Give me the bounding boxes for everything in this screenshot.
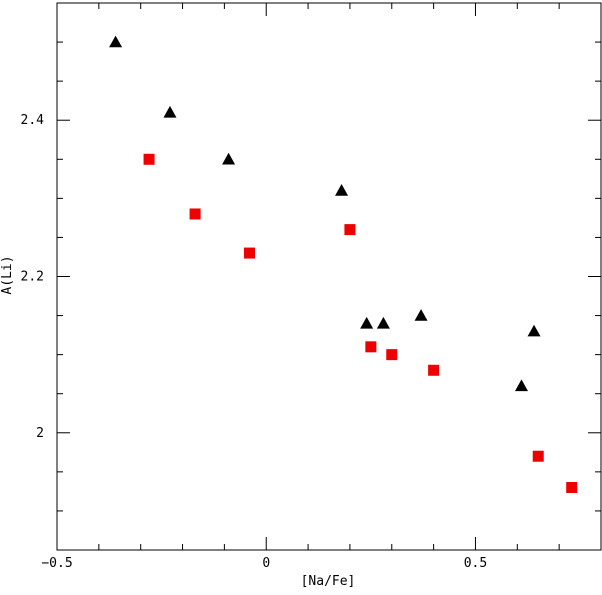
square-point [566,481,578,493]
triangle-point [376,316,390,329]
y-axis-label: A(Li) [0,255,15,294]
triangle-point [109,35,123,48]
square-point [428,364,440,376]
x-tick-label: 0.5 [464,556,487,571]
plot-frame [56,2,602,551]
triangle-point [360,316,374,329]
y-tick-label: 2.2 [21,270,44,285]
plot-frame-layer [56,2,602,551]
square-point [386,349,398,361]
label-layer: [Na/Fe] A(Li) −0.5 0 0.5 2 2.2 2.4 [0,113,487,589]
square-point [344,224,356,236]
triangle-point [527,324,541,337]
tick-layer [56,2,602,551]
x-axis-label: [Na/Fe] [301,574,356,589]
x-tick-label: 0 [262,556,270,571]
square-point [243,247,255,259]
square-point [143,153,155,165]
triangle-point [514,379,528,392]
x-tick-label: −0.5 [41,556,72,571]
triangle-point [335,184,349,196]
triangle-point [222,152,236,165]
triangle-point [414,309,428,321]
square-point [365,341,377,353]
square-point [189,208,201,220]
triangle-point [163,105,177,118]
data-points-layer [109,35,578,493]
y-tick-label: 2.4 [21,113,45,128]
square-point [532,450,544,462]
y-tick-label: 2 [36,426,44,441]
